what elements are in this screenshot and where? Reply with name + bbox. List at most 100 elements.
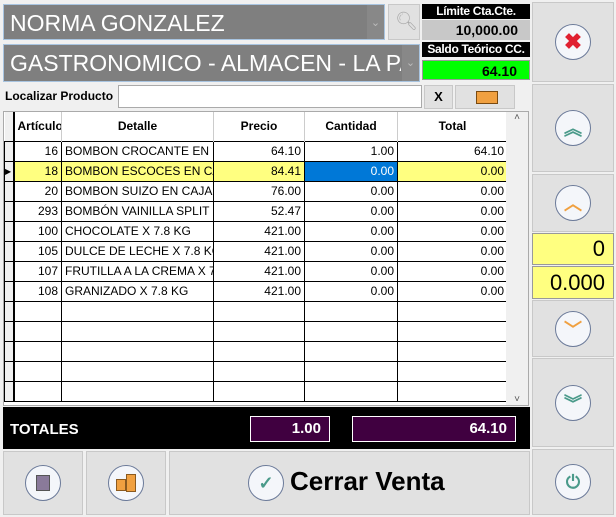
cell-articulo[interactable]	[13, 380, 62, 402]
row-header[interactable]	[4, 220, 15, 242]
cell-articulo[interactable]	[13, 340, 62, 362]
col-precio[interactable]: Precio	[213, 112, 305, 141]
cell-total[interactable]: 0.00	[397, 180, 508, 202]
scale-button[interactable]	[3, 451, 83, 515]
cell-detalle[interactable]: BOMBON SUIZO EN CAJA X	[61, 180, 214, 202]
table-row[interactable]	[4, 360, 508, 382]
cell-precio[interactable]: 76.00	[213, 180, 305, 202]
col-articulo[interactable]: Artículo	[13, 112, 62, 141]
chevron-down-icon[interactable]: ⌄	[402, 45, 419, 81]
row-header[interactable]	[4, 340, 15, 362]
cell-precio[interactable]: 421.00	[213, 240, 305, 262]
cell-cantidad[interactable]	[304, 380, 398, 402]
cell-precio[interactable]: 421.00	[213, 280, 305, 302]
keyboard-button[interactable]	[455, 85, 515, 109]
cell-articulo[interactable]: 293	[13, 200, 62, 222]
row-header[interactable]	[4, 260, 15, 282]
cell-total[interactable]: 0.00	[397, 240, 508, 262]
col-cantidad[interactable]: Cantidad	[304, 112, 398, 141]
cell-articulo[interactable]: 20	[13, 180, 62, 202]
cell-total[interactable]: 0.00	[397, 280, 508, 302]
row-header[interactable]	[4, 360, 15, 382]
search-client-button[interactable]: 🔍︎	[388, 4, 420, 40]
client-combo[interactable]: NORMA GONZALEZ ⌄	[3, 4, 385, 40]
cell-cantidad[interactable]: 0.00	[304, 200, 398, 222]
cell-total[interactable]: 0.00	[397, 220, 508, 242]
cell-precio[interactable]	[213, 300, 305, 322]
cell-detalle[interactable]	[61, 380, 214, 402]
cell-total[interactable]	[397, 320, 508, 342]
cell-cantidad[interactable]: 1.00	[304, 140, 398, 162]
cell-cantidad[interactable]	[304, 360, 398, 382]
power-button[interactable]: ⏻	[532, 449, 614, 515]
cell-detalle[interactable]: BOMBON CROCANTE EN CAJA	[61, 140, 214, 162]
cell-total[interactable]: 0.00	[397, 200, 508, 222]
row-header[interactable]	[4, 380, 15, 402]
cell-precio[interactable]: 421.00	[213, 220, 305, 242]
cell-total[interactable]	[397, 360, 508, 382]
cell-total[interactable]	[397, 340, 508, 362]
cell-detalle[interactable]: BOMBON ESCOCES EN CAJA	[61, 160, 214, 182]
cell-detalle[interactable]: DULCE DE LECHE X 7.8 KG	[61, 240, 214, 262]
row-header[interactable]	[4, 240, 15, 262]
cell-cantidad[interactable]: 0.00	[304, 280, 398, 302]
row-header[interactable]	[4, 180, 15, 202]
cell-articulo[interactable]: 100	[13, 220, 62, 242]
cell-precio[interactable]: 84.41	[213, 160, 305, 182]
cell-cantidad[interactable]: 0.00	[304, 240, 398, 262]
row-down-button[interactable]: ﹀	[532, 300, 614, 357]
clear-search-button[interactable]: X	[424, 85, 453, 109]
cell-total[interactable]	[397, 300, 508, 322]
cell-detalle[interactable]: FRUTILLA A LA CREMA X 7.8 KG	[61, 260, 214, 282]
cell-total[interactable]: 64.10	[397, 140, 508, 162]
row-header[interactable]	[4, 140, 15, 162]
products-grid[interactable]: Artículo Detalle Precio Cantidad Total 1…	[3, 111, 529, 406]
table-row[interactable]	[4, 300, 508, 322]
cell-detalle[interactable]	[61, 320, 214, 342]
col-total[interactable]: Total	[397, 112, 508, 141]
cell-cantidad[interactable]: 0.00	[304, 260, 398, 282]
cell-precio[interactable]: 52.47	[213, 200, 305, 222]
table-row[interactable]	[4, 320, 508, 342]
cell-precio[interactable]	[213, 360, 305, 382]
cell-precio[interactable]	[213, 340, 305, 362]
grid-scrollbar[interactable]: ˄ ˅	[506, 112, 528, 405]
row-header[interactable]	[4, 320, 15, 342]
cell-cantidad[interactable]: 0.00	[304, 160, 398, 182]
cell-articulo[interactable]	[13, 320, 62, 342]
chevron-down-icon[interactable]: ⌄	[367, 5, 384, 39]
close-sale-button[interactable]: ✓ Cerrar Venta	[169, 451, 530, 515]
table-row[interactable]: 293 BOMBÓN VAINILLA SPLIT EN 52.47 0.00 0.00	[4, 200, 508, 222]
cell-cantidad[interactable]	[304, 320, 398, 342]
cell-total[interactable]	[397, 380, 508, 402]
cancel-button[interactable]: ✖	[532, 2, 614, 82]
cell-total[interactable]: 0.00	[397, 160, 508, 182]
table-row[interactable]: 105 DULCE DE LECHE X 7.8 KG 421.00 0.00 0.00	[4, 240, 508, 262]
cell-cantidad[interactable]: 0.00	[304, 180, 398, 202]
cell-articulo[interactable]: 107	[13, 260, 62, 282]
row-header[interactable]	[4, 280, 15, 302]
cell-detalle[interactable]: GRANIZADO X 7.8 KG	[61, 280, 214, 302]
page-down-button[interactable]: ︾	[532, 358, 614, 447]
category-combo[interactable]: GASTRONOMICO - ALMACEN - LA PAZ ⌄	[3, 44, 420, 82]
row-header[interactable]	[4, 200, 15, 222]
product-search-input[interactable]	[118, 85, 422, 108]
row-header[interactable]: ▶	[4, 160, 15, 182]
stock-button[interactable]	[86, 451, 166, 515]
cell-articulo[interactable]	[13, 300, 62, 322]
cell-cantidad[interactable]	[304, 300, 398, 322]
cell-articulo[interactable]: 108	[13, 280, 62, 302]
cell-cantidad[interactable]	[304, 340, 398, 362]
cell-articulo[interactable]: 105	[13, 240, 62, 262]
cell-detalle[interactable]: BOMBÓN VAINILLA SPLIT EN	[61, 200, 214, 222]
cell-cantidad[interactable]: 0.00	[304, 220, 398, 242]
cell-articulo[interactable]: 18	[13, 160, 62, 182]
cell-detalle[interactable]	[61, 300, 214, 322]
cell-detalle[interactable]: CHOCOLATE X 7.8 KG	[61, 220, 214, 242]
cell-precio[interactable]: 421.00	[213, 260, 305, 282]
cell-articulo[interactable]	[13, 360, 62, 382]
cell-detalle[interactable]	[61, 340, 214, 362]
cell-total[interactable]: 0.00	[397, 260, 508, 282]
